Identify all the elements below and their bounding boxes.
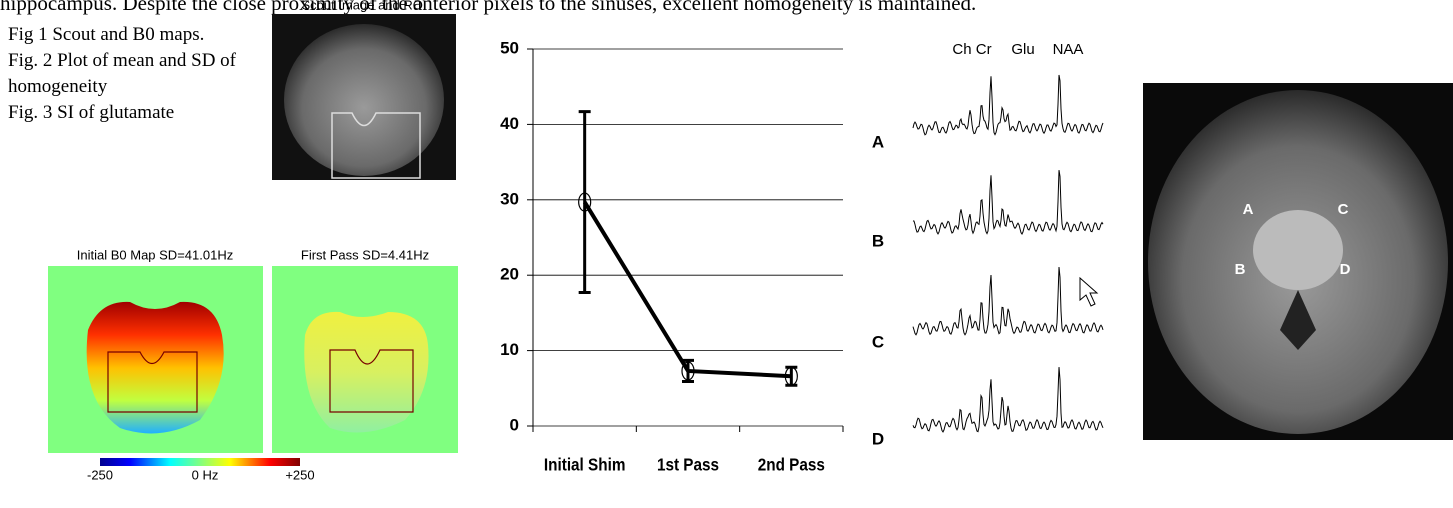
spectrum xyxy=(912,74,1104,136)
scout-roi xyxy=(331,112,421,179)
b0-field xyxy=(86,301,224,434)
region-label: A xyxy=(1243,201,1254,218)
anatomy-midbrain xyxy=(1253,210,1343,290)
b0-roi xyxy=(107,351,198,413)
series-line xyxy=(582,201,792,379)
spectrum xyxy=(912,170,1104,235)
caption-line: Fig 1 Scout and B0 maps. xyxy=(8,24,205,45)
anatomy-ventricle xyxy=(1280,290,1316,350)
caption-line: Fig. 2 Plot of mean and SD of homogeneit… xyxy=(8,50,236,97)
y-tick-label: 0 xyxy=(510,415,519,434)
spectrum xyxy=(912,266,1104,336)
y-tick-label: 20 xyxy=(500,265,519,284)
colorbar xyxy=(100,458,300,466)
row-label: B xyxy=(872,231,884,250)
marker xyxy=(784,366,798,386)
peak-label: Ch Cr xyxy=(952,41,991,58)
b0-roi xyxy=(329,349,414,413)
y-tick-label: 10 xyxy=(500,340,519,359)
y-tick-label: 40 xyxy=(500,114,519,133)
cursor xyxy=(1079,276,1099,307)
row-label: C xyxy=(872,332,884,351)
caption-line: Fig. 3 SI of glutamate xyxy=(8,102,175,123)
y-tick-label: 50 xyxy=(500,38,519,57)
scout-title: Scout Image and ROI xyxy=(301,0,426,12)
peak-label: NAA xyxy=(1053,41,1084,58)
caption: Fig 1 Scout and B0 maps. Fig. 2 Plot of … xyxy=(8,22,264,126)
b0-title: First Pass SD=4.41Hz xyxy=(301,247,429,262)
body-text: hippocampus. Despite the close proximity… xyxy=(0,0,977,15)
error-bar xyxy=(578,110,591,295)
y-tick-label: 30 xyxy=(500,189,519,208)
marker xyxy=(681,361,695,381)
region-label: C xyxy=(1338,201,1349,218)
x-tick-label: 2nd Pass xyxy=(758,455,825,475)
x-tick-label: Initial Shim xyxy=(544,455,626,475)
b0-title: Initial B0 Map SD=41.01Hz xyxy=(77,247,233,262)
marker xyxy=(578,192,592,212)
colorbar-label: -250 xyxy=(87,467,113,482)
error-bar xyxy=(682,358,694,384)
row-label: D xyxy=(872,429,884,448)
colorbar-label: +250 xyxy=(285,467,314,482)
spectrum xyxy=(912,367,1104,433)
peak-label: Glu xyxy=(1011,41,1034,58)
b0-field xyxy=(304,311,429,433)
x-tick-label: 1st Pass xyxy=(657,455,719,475)
region-label: B xyxy=(1235,261,1246,278)
colorbar-label: 0 Hz xyxy=(192,467,219,482)
scout-brain xyxy=(284,24,444,176)
row-label: A xyxy=(872,132,884,151)
region-label: D xyxy=(1340,261,1351,278)
